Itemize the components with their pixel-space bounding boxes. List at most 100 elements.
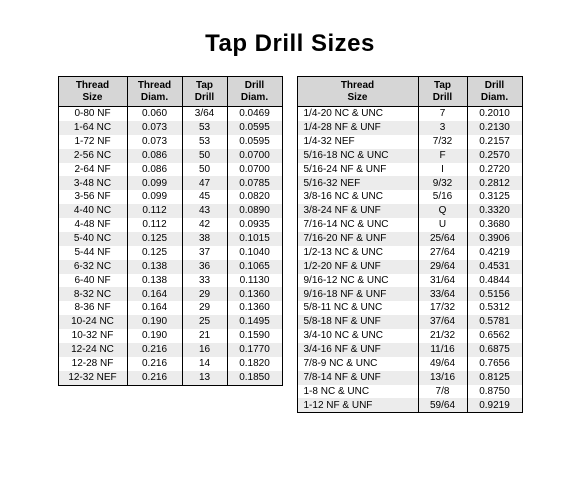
left-cell: 0.099 — [127, 190, 182, 204]
left-cell: 0.190 — [127, 315, 182, 329]
table-row: 1/2-20 NF & UNF29/640.4531 — [297, 260, 522, 274]
right-cell: 0.9219 — [467, 398, 522, 412]
right-cell: 0.3125 — [467, 190, 522, 204]
left-cell: 50 — [182, 149, 227, 163]
right-cell: 1/4-32 NEF — [297, 135, 418, 149]
table-row: 6-40 NF0.138330.1130 — [58, 274, 282, 288]
table-row: 0-80 NF0.0603/640.0469 — [58, 107, 282, 121]
right-cell: 0.4844 — [467, 274, 522, 288]
right-cell: 13/16 — [418, 371, 467, 385]
right-cell: 5/16-32 NEF — [297, 176, 418, 190]
left-cell: 0.1015 — [227, 232, 282, 246]
left-cell: 8-36 NF — [58, 301, 127, 315]
right-cell: 49/64 — [418, 357, 467, 371]
left-cell: 29 — [182, 301, 227, 315]
left-header-0: ThreadSize — [58, 77, 127, 107]
left-cell: 0.0595 — [227, 135, 282, 149]
right-cell: 21/32 — [418, 329, 467, 343]
right-cell: 0.7656 — [467, 357, 522, 371]
right-cell: 0.2130 — [467, 121, 522, 135]
left-cell: 13 — [182, 371, 227, 385]
right-cell: 5/16-24 NF & UNF — [297, 163, 418, 177]
table-left: ThreadSizeThreadDiam.TapDrillDrillDiam. … — [58, 76, 283, 386]
right-cell: 0.2570 — [467, 149, 522, 163]
left-cell: 50 — [182, 163, 227, 177]
right-cell: 9/16-18 NF & UNF — [297, 287, 418, 301]
left-cell: 16 — [182, 343, 227, 357]
left-cell: 0.0700 — [227, 149, 282, 163]
table-row: 1/4-20 NC & UNC70.2010 — [297, 107, 522, 121]
table-row: 5-44 NF0.125370.1040 — [58, 246, 282, 260]
left-cell: 37 — [182, 246, 227, 260]
table-row: 5/8-11 NC & UNC17/320.5312 — [297, 301, 522, 315]
table-row: 10-24 NC0.190250.1495 — [58, 315, 282, 329]
left-cell: 0.073 — [127, 121, 182, 135]
left-cell: 0.164 — [127, 301, 182, 315]
right-cell: 0.8750 — [467, 385, 522, 399]
right-cell: 25/64 — [418, 232, 467, 246]
left-cell: 0.164 — [127, 287, 182, 301]
table-row: 3/4-16 NF & UNF11/160.6875 — [297, 343, 522, 357]
right-cell: Q — [418, 204, 467, 218]
right-cell: 3/4-10 NC & UNC — [297, 329, 418, 343]
left-cell: 0.125 — [127, 246, 182, 260]
right-cell: 0.5781 — [467, 315, 522, 329]
left-cell: 53 — [182, 135, 227, 149]
left-cell: 2-64 NF — [58, 163, 127, 177]
right-cell: 0.5312 — [467, 301, 522, 315]
left-cell: 3/64 — [182, 107, 227, 121]
table-row: 9/16-12 NC & UNC31/640.4844 — [297, 274, 522, 288]
right-cell: 3/8-16 NC & UNC — [297, 190, 418, 204]
left-cell: 38 — [182, 232, 227, 246]
left-cell: 0.086 — [127, 149, 182, 163]
table-row: 1-8 NC & UNC7/80.8750 — [297, 385, 522, 399]
table-row: 10-32 NF0.190210.1590 — [58, 329, 282, 343]
left-cell: 29 — [182, 287, 227, 301]
left-cell: 4-40 NC — [58, 204, 127, 218]
left-cell: 0.099 — [127, 176, 182, 190]
left-cell: 0.125 — [127, 232, 182, 246]
left-cell: 0.112 — [127, 204, 182, 218]
table-row: 4-48 NF0.112420.0935 — [58, 218, 282, 232]
right-cell: 1-12 NF & UNF — [297, 398, 418, 412]
right-cell: 29/64 — [418, 260, 467, 274]
left-header-2: TapDrill — [182, 77, 227, 107]
right-cell: 0.2157 — [467, 135, 522, 149]
left-cell: 1-64 NC — [58, 121, 127, 135]
right-cell: 5/16-18 NC & UNC — [297, 149, 418, 163]
left-cell: 6-32 NC — [58, 260, 127, 274]
right-cell: 27/64 — [418, 246, 467, 260]
left-header-3: DrillDiam. — [227, 77, 282, 107]
left-cell: 45 — [182, 190, 227, 204]
left-cell: 33 — [182, 274, 227, 288]
left-cell: 0.0700 — [227, 163, 282, 177]
left-cell: 0.138 — [127, 274, 182, 288]
table-row: 1-72 NF0.073530.0595 — [58, 135, 282, 149]
left-cell: 0.1770 — [227, 343, 282, 357]
right-cell: 1/4-20 NC & UNC — [297, 107, 418, 121]
right-header-1: TapDrill — [418, 77, 467, 107]
left-cell: 6-40 NF — [58, 274, 127, 288]
table-row: 5/16-24 NF & UNFI0.2720 — [297, 163, 522, 177]
table-row: 5-40 NC0.125380.1015 — [58, 232, 282, 246]
table-row: 2-64 NF0.086500.0700 — [58, 163, 282, 177]
left-cell: 0.0820 — [227, 190, 282, 204]
right-cell: 0.2720 — [467, 163, 522, 177]
table-row: 2-56 NC0.086500.0700 — [58, 149, 282, 163]
table-row: 6-32 NC0.138360.1065 — [58, 260, 282, 274]
right-cell: 7/16-14 NC & UNC — [297, 218, 418, 232]
right-cell: 3/8-24 NF & UNF — [297, 204, 418, 218]
right-cell: 1/4-28 NF & UNF — [297, 121, 418, 135]
right-cell: 0.3906 — [467, 232, 522, 246]
table-row: 3/4-10 NC & UNC21/320.6562 — [297, 329, 522, 343]
table-row: 8-36 NF0.164290.1360 — [58, 301, 282, 315]
left-cell: 12-32 NEF — [58, 371, 127, 385]
left-cell: 0.0785 — [227, 176, 282, 190]
right-cell: 9/32 — [418, 176, 467, 190]
tables-container: ThreadSizeThreadDiam.TapDrillDrillDiam. … — [60, 76, 520, 413]
left-cell: 21 — [182, 329, 227, 343]
left-cell: 0.086 — [127, 163, 182, 177]
left-cell: 0.216 — [127, 343, 182, 357]
table-row: 1/4-32 NEF7/320.2157 — [297, 135, 522, 149]
right-cell: 1/2-13 NC & UNC — [297, 246, 418, 260]
